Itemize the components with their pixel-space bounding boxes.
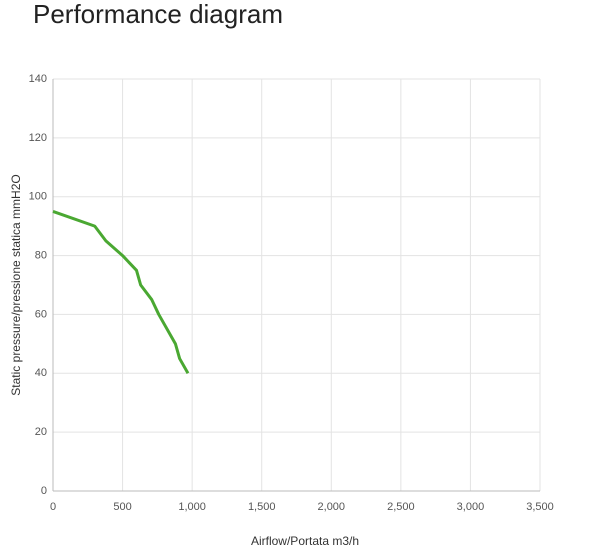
x-tick-label: 3,000 (457, 501, 485, 513)
y-tick-label: 0 (41, 485, 47, 497)
x-tick-label: 3,500 (526, 501, 554, 513)
y-axis-title: Static pressure/pressione statica mmH2O (9, 174, 23, 395)
x-tick-label: 2,000 (318, 501, 346, 513)
x-tick-label: 1,000 (178, 501, 206, 513)
chart-title: Performance diagram (33, 0, 283, 29)
y-tick-label: 60 (35, 308, 47, 320)
y-tick-label: 40 (35, 367, 47, 379)
y-tick-label: 120 (29, 132, 47, 144)
x-tick-label: 0 (50, 501, 56, 513)
y-tick-label: 140 (29, 73, 47, 85)
y-tick-label: 80 (35, 249, 47, 261)
x-tick-label: 1,500 (248, 501, 276, 513)
y-tick-label: 100 (29, 191, 47, 203)
x-tick-label: 500 (113, 501, 131, 513)
x-tick-label: 2,500 (387, 501, 415, 513)
data-line (52, 210, 190, 375)
x-axis-title: Airflow/Portata m3/h (251, 534, 359, 548)
y-tick-label: 20 (35, 426, 47, 438)
